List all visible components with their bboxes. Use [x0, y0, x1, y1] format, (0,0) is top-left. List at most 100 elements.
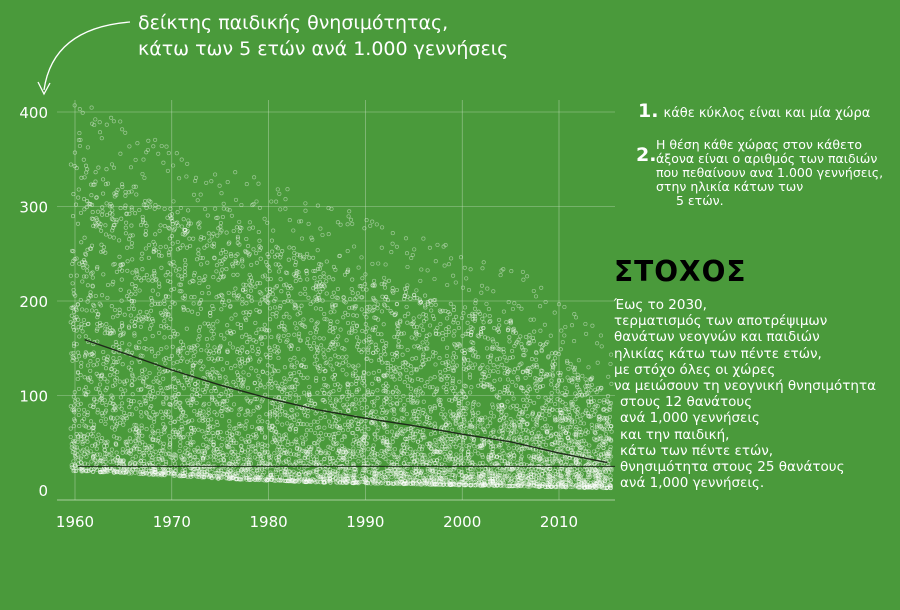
country-dot	[92, 122, 97, 128]
country-dot	[331, 277, 336, 282]
country-dot	[142, 345, 147, 351]
country-dot	[274, 415, 280, 420]
country-dot	[89, 379, 94, 384]
country-dot	[245, 409, 250, 414]
country-dot	[159, 431, 164, 437]
country-dot	[380, 360, 385, 365]
country-dot	[176, 273, 181, 278]
country-dot	[153, 232, 158, 237]
country-dot	[82, 423, 87, 428]
country-dot	[421, 399, 426, 404]
country-dot	[304, 422, 310, 427]
country-dot	[259, 430, 265, 435]
country-dot	[293, 279, 298, 284]
country-dot	[269, 334, 274, 340]
country-dot	[120, 182, 125, 187]
country-dot	[109, 425, 115, 430]
country-dot	[233, 461, 238, 466]
country-dot	[464, 426, 469, 431]
country-dot	[215, 215, 220, 220]
country-dot	[108, 373, 113, 378]
country-dot	[186, 221, 192, 226]
country-dot	[201, 380, 207, 386]
country-dot	[146, 198, 151, 203]
country-dot	[121, 422, 126, 427]
country-dot	[270, 249, 275, 254]
country-dot	[104, 357, 109, 362]
country-dot	[76, 412, 81, 418]
country-dot	[207, 238, 212, 243]
country-dot	[77, 423, 82, 429]
country-dot	[171, 377, 176, 382]
country-dot	[486, 336, 491, 341]
country-dot	[144, 410, 149, 415]
country-dot	[85, 446, 90, 451]
country-dot	[428, 376, 433, 381]
country-dot	[350, 442, 355, 447]
country-dot	[173, 465, 179, 470]
country-dot	[153, 278, 158, 283]
country-dot	[333, 267, 338, 272]
country-dot	[478, 424, 483, 429]
country-dot	[369, 358, 374, 363]
country-dot	[118, 119, 123, 124]
country-dot	[442, 457, 448, 462]
country-dot	[185, 380, 190, 385]
country-dot	[276, 269, 281, 274]
country-dot	[134, 346, 139, 351]
country-dot	[352, 244, 357, 249]
country-dot	[258, 336, 263, 341]
country-dot	[127, 461, 133, 466]
country-dot	[123, 205, 128, 211]
country-dot	[255, 387, 260, 392]
country-dot	[220, 406, 225, 411]
country-dot	[268, 472, 274, 477]
country-dot	[156, 151, 161, 156]
country-dot	[132, 333, 137, 338]
country-dot	[79, 260, 85, 265]
country-dot	[482, 313, 487, 318]
country-dot	[123, 225, 128, 230]
country-dot	[244, 332, 249, 337]
country-dot	[480, 316, 485, 321]
country-dot	[78, 431, 83, 436]
country-dot	[197, 324, 203, 329]
country-dot	[394, 287, 399, 293]
country-dot	[186, 460, 191, 465]
country-dot	[217, 401, 223, 406]
country-dot	[349, 286, 354, 292]
country-dot	[231, 291, 236, 296]
country-dot	[88, 294, 93, 299]
country-dot	[110, 228, 115, 233]
country-dot	[207, 401, 212, 406]
country-dot	[72, 403, 77, 408]
country-dot	[480, 266, 485, 271]
country-dot	[235, 236, 240, 241]
country-dot	[421, 352, 426, 357]
country-dot	[386, 459, 391, 464]
country-dot	[253, 449, 258, 454]
country-dot	[85, 264, 90, 269]
country-dot	[244, 419, 249, 424]
country-dot	[172, 264, 177, 269]
country-dot	[262, 385, 267, 390]
country-dot	[166, 414, 171, 419]
country-dot	[454, 452, 459, 457]
country-dot	[182, 461, 187, 466]
country-dot	[254, 260, 259, 265]
country-dot	[188, 456, 193, 461]
country-dot	[269, 199, 274, 204]
country-dot	[161, 400, 166, 405]
country-dot	[240, 264, 245, 269]
country-dot	[322, 425, 327, 430]
country-dot	[179, 408, 184, 413]
country-dot	[143, 246, 148, 251]
country-dot	[102, 331, 107, 336]
country-dot	[425, 341, 430, 346]
country-dot	[220, 300, 225, 305]
country-dot	[94, 386, 99, 391]
country-dot	[211, 458, 216, 463]
country-dot	[104, 385, 110, 390]
country-dot	[378, 352, 383, 358]
country-dot	[141, 202, 146, 207]
